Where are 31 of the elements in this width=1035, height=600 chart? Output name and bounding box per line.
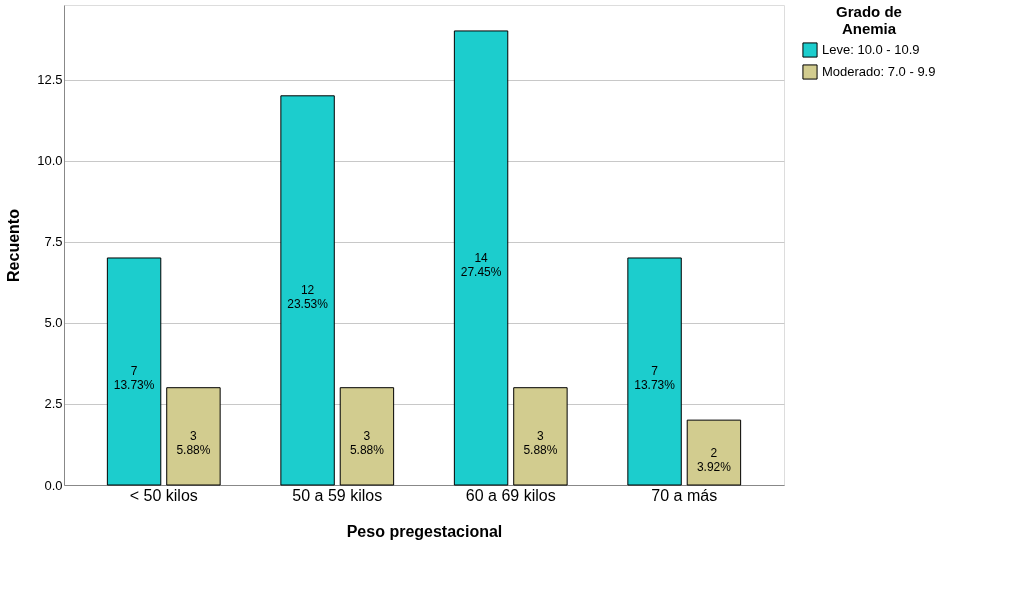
bar	[280, 95, 335, 486]
bar	[106, 257, 162, 486]
y-tick-label: 7.5	[44, 234, 63, 250]
data-label: 14 27.45%	[460, 250, 502, 279]
bar	[627, 257, 682, 486]
data-label: 3 5.88%	[349, 429, 385, 458]
bar	[339, 387, 395, 486]
bar	[513, 387, 568, 486]
legend-label: Moderado: 7.0 - 9.9	[822, 64, 936, 79]
data-label: 12 23.53%	[287, 283, 329, 312]
x-tick-label: 70 a más	[651, 486, 718, 504]
data-label: 2 3.92%	[696, 445, 732, 474]
y-tick-label: 2.5	[44, 396, 63, 412]
x-tick-label: 60 a 69 kilos	[465, 486, 556, 504]
y-tick-label: 0.0	[44, 477, 63, 493]
data-label: 7 13.73%	[634, 364, 676, 393]
x-tick-label: < 50 kilos	[129, 486, 198, 504]
y-tick-label: 5.0	[44, 315, 63, 331]
bar	[453, 30, 509, 486]
x-axis-title: Peso pregestacional	[346, 522, 503, 540]
data-label: 7 13.73%	[113, 364, 155, 393]
bar	[166, 387, 221, 486]
legend-title: Grado de Anemia	[836, 3, 902, 37]
y-tick-label: 12.5	[37, 72, 63, 88]
y-tick-label: 10.0	[37, 153, 63, 169]
x-tick-label: 50 a 59 kilos	[292, 486, 383, 504]
y-axis-title: Recuento	[5, 208, 23, 282]
legend-label: Leve: 10.0 - 10.9	[822, 42, 920, 57]
data-label: 3 5.88%	[523, 429, 558, 458]
data-label: 3 5.88%	[176, 429, 211, 458]
bar	[686, 419, 742, 486]
